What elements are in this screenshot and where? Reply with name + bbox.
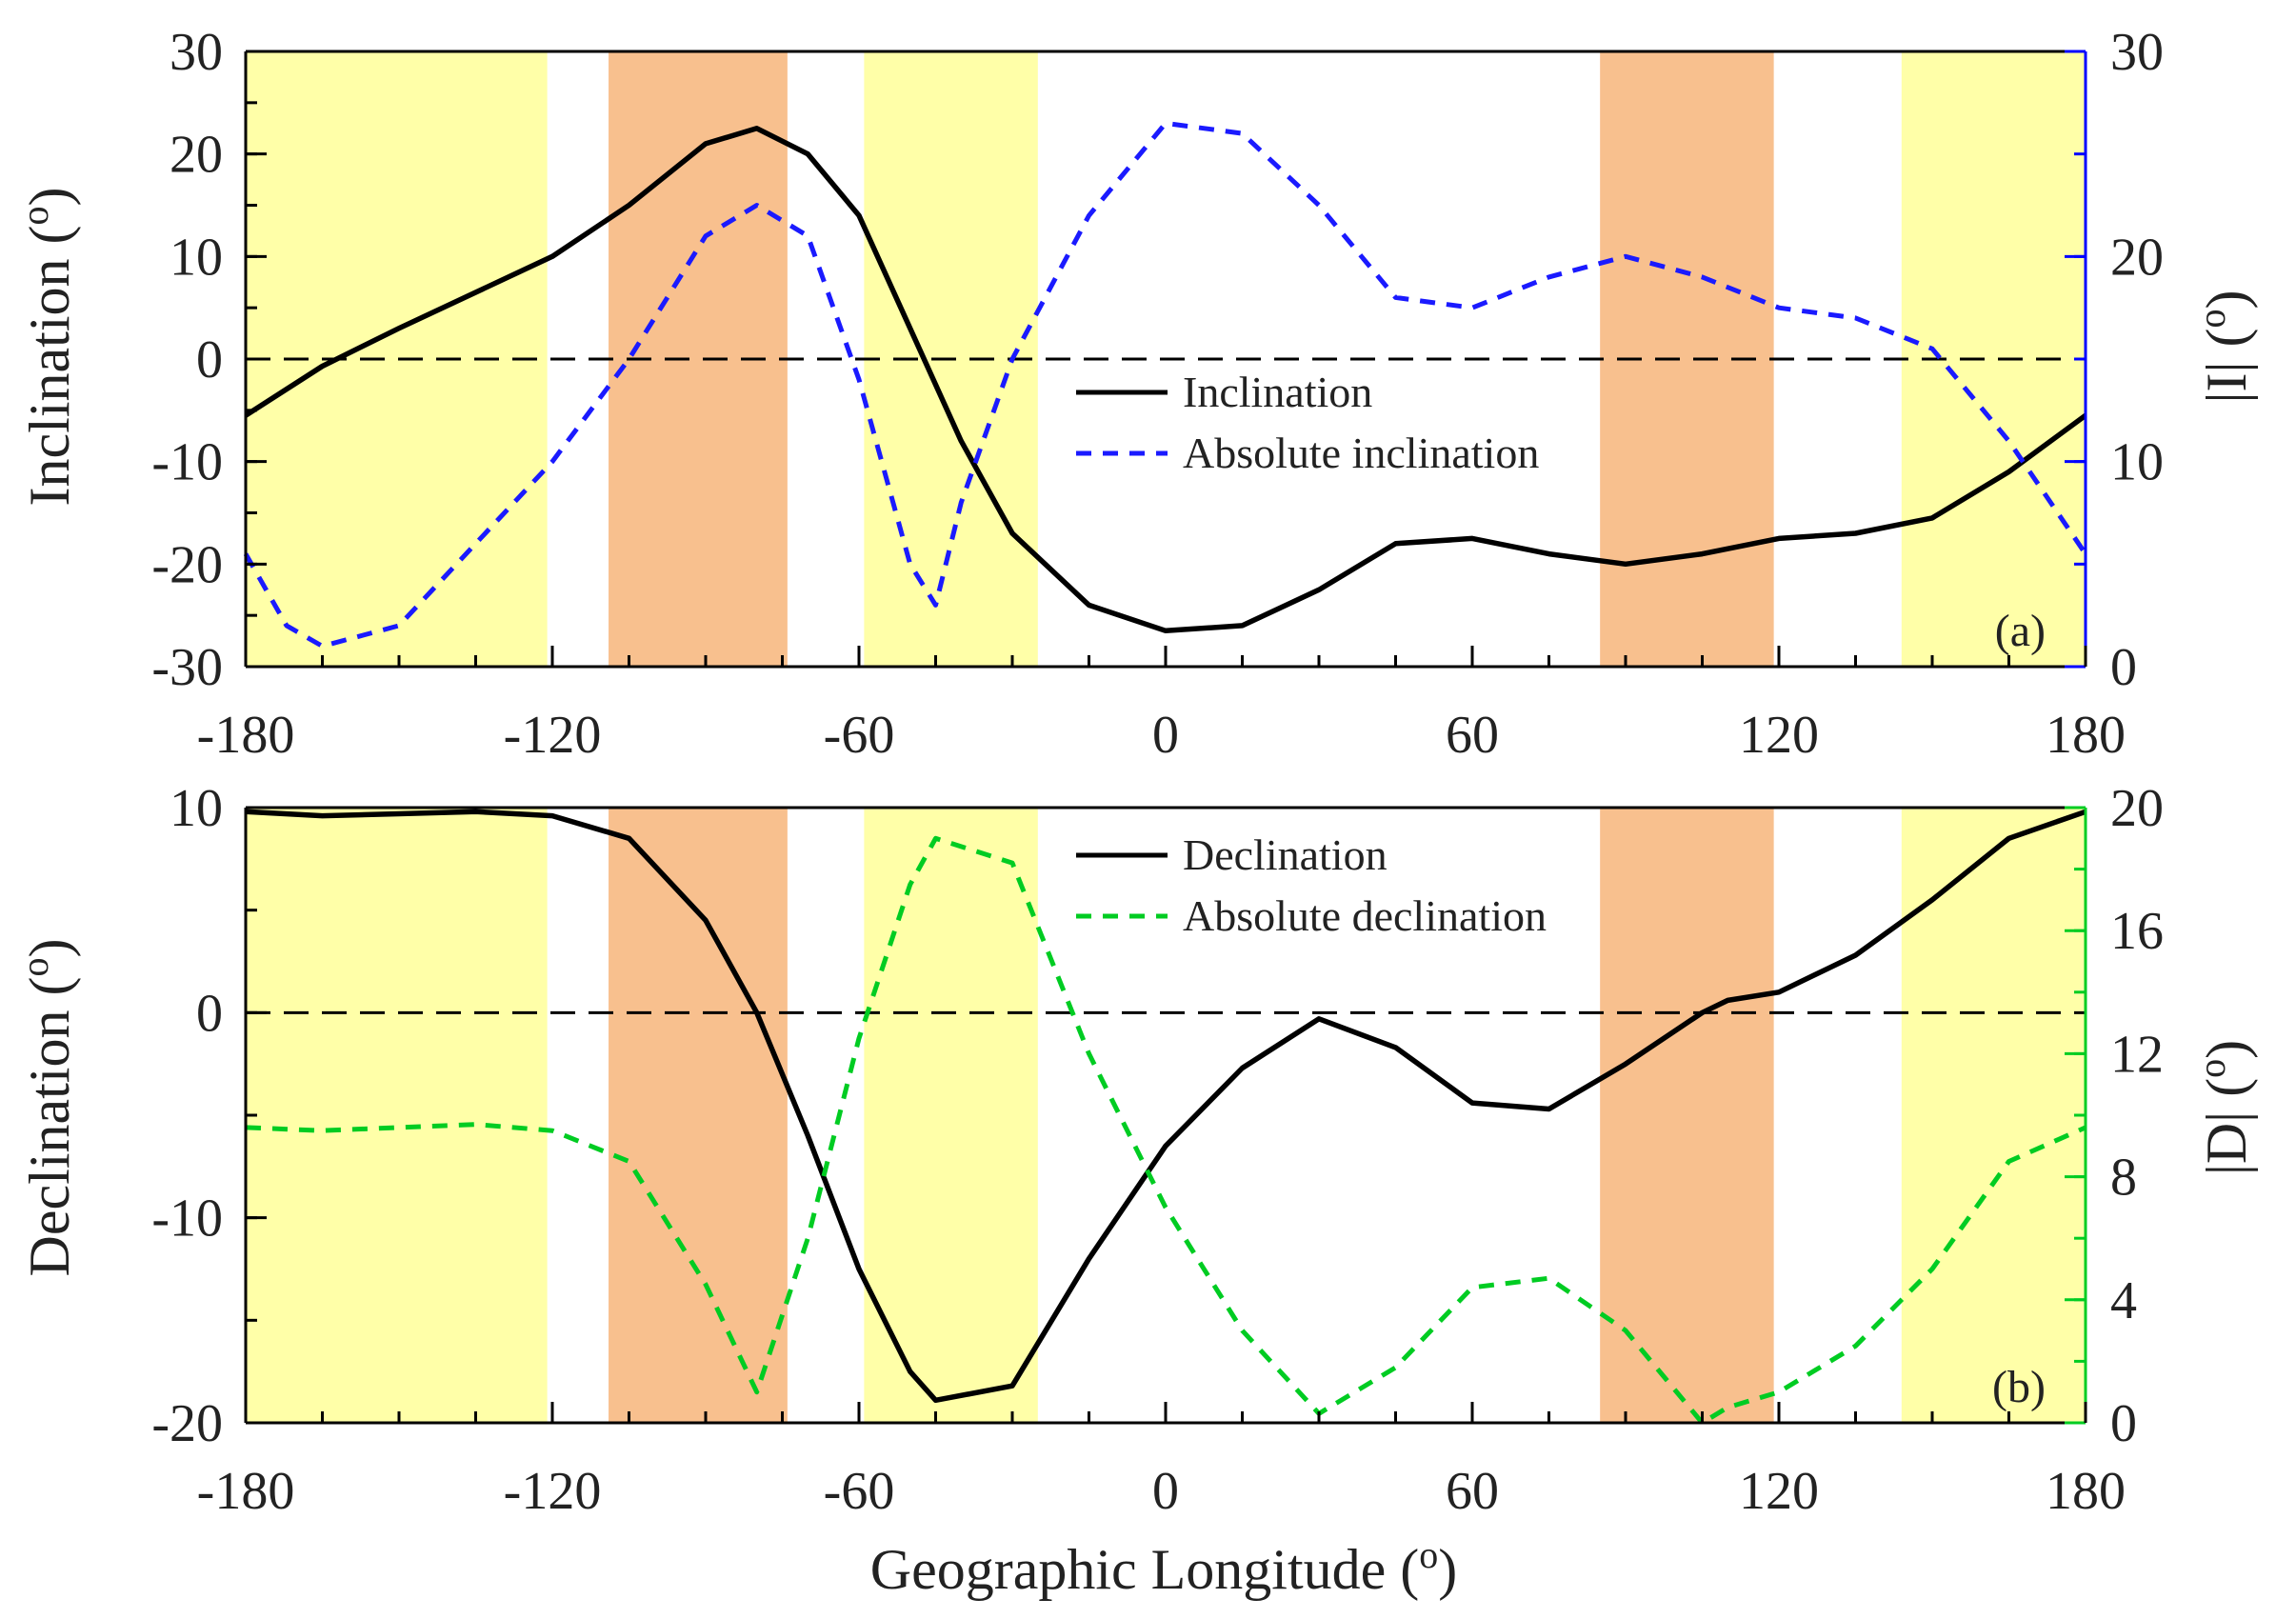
x-tick-label: 120 xyxy=(1739,706,1819,765)
right-tick-label: 10 xyxy=(2110,433,2164,492)
x-tick-label: -180 xyxy=(197,1462,295,1521)
panel-tag: (a) xyxy=(1995,606,2046,656)
x-tick-label: 180 xyxy=(2046,1462,2126,1521)
legend-label-1: Inclination xyxy=(1183,368,1372,416)
x-tick-label: -60 xyxy=(824,1462,895,1521)
x-tick-label: -60 xyxy=(824,706,895,765)
left-tick-label: 0 xyxy=(196,984,223,1043)
shaded-band-2 xyxy=(609,808,788,1423)
left-tick-label: 30 xyxy=(170,23,223,82)
right-tick-label: 20 xyxy=(2110,228,2164,287)
x-tick-label: 60 xyxy=(1446,706,1499,765)
declination-panel: 10 0 -10 -20 20 16 12 8 4 0 -180 -120 -60 0 60 120 180 De… xyxy=(151,779,2164,1521)
x-tick-label: 0 xyxy=(1152,706,1179,765)
declination-axis-title: Declination (o) xyxy=(13,939,81,1277)
left-tick-label: 10 xyxy=(170,779,223,838)
absolute-declination-axis-title: |D| (o) xyxy=(2190,1040,2258,1175)
left-tick-label: -30 xyxy=(151,638,223,697)
shaded-band-1 xyxy=(246,808,548,1423)
longitude-axis-title: Geographic Longitude (o) xyxy=(870,1533,1457,1601)
inclination-line xyxy=(244,126,2087,634)
left-tick-label: 20 xyxy=(170,126,223,185)
inclination-axis-title: Inclination (o) xyxy=(13,188,81,507)
right-tick-label: 12 xyxy=(2110,1025,2164,1084)
right-tick-label: 0 xyxy=(2110,1394,2137,1453)
x-tick-label: -180 xyxy=(197,706,295,765)
right-tick-label: 30 xyxy=(2110,23,2164,82)
panel-tag: (b) xyxy=(1992,1362,2046,1412)
right-tick-label: 0 xyxy=(2110,638,2137,697)
absolute-declination-line xyxy=(245,835,2087,1426)
legend-label-1: Declination xyxy=(1183,830,1388,879)
right-tick-label: 4 xyxy=(2110,1271,2137,1330)
left-tick-label: 10 xyxy=(170,228,223,287)
shaded-band-4 xyxy=(1600,808,1774,1423)
shaded-band-3 xyxy=(864,808,1038,1423)
absolute-inclination-axis-title: |I| (o) xyxy=(2190,290,2258,404)
x-tick-label: 0 xyxy=(1152,1462,1179,1521)
legend-label-2: Absolute inclination xyxy=(1183,429,1539,477)
x-tick-label: -120 xyxy=(504,706,602,765)
inclination-panel: 30 20 10 0 -10 -20 -30 30 20 10 0 -180 -120 -60 0 60 120… xyxy=(151,23,2164,765)
absolute-inclination-line xyxy=(243,120,2088,649)
shaded-band-5 xyxy=(1901,808,2086,1423)
right-tick-label: 20 xyxy=(2110,779,2164,838)
right-tick-label: 8 xyxy=(2110,1149,2137,1208)
left-tick-label: -10 xyxy=(151,1189,223,1249)
left-tick-label: -10 xyxy=(151,433,223,492)
left-tick-label: 0 xyxy=(196,330,223,390)
x-tick-label: 180 xyxy=(2046,706,2126,765)
x-tick-label: 60 xyxy=(1446,1462,1499,1521)
declination-line xyxy=(245,809,2086,1404)
x-tick-label: -120 xyxy=(504,1462,602,1521)
x-tick-label: 120 xyxy=(1739,1462,1819,1521)
right-tick-label: 16 xyxy=(2110,902,2164,961)
left-tick-label: -20 xyxy=(151,535,223,594)
legend-label-2: Absolute declination xyxy=(1183,891,1547,940)
left-tick-label: -20 xyxy=(151,1394,223,1453)
